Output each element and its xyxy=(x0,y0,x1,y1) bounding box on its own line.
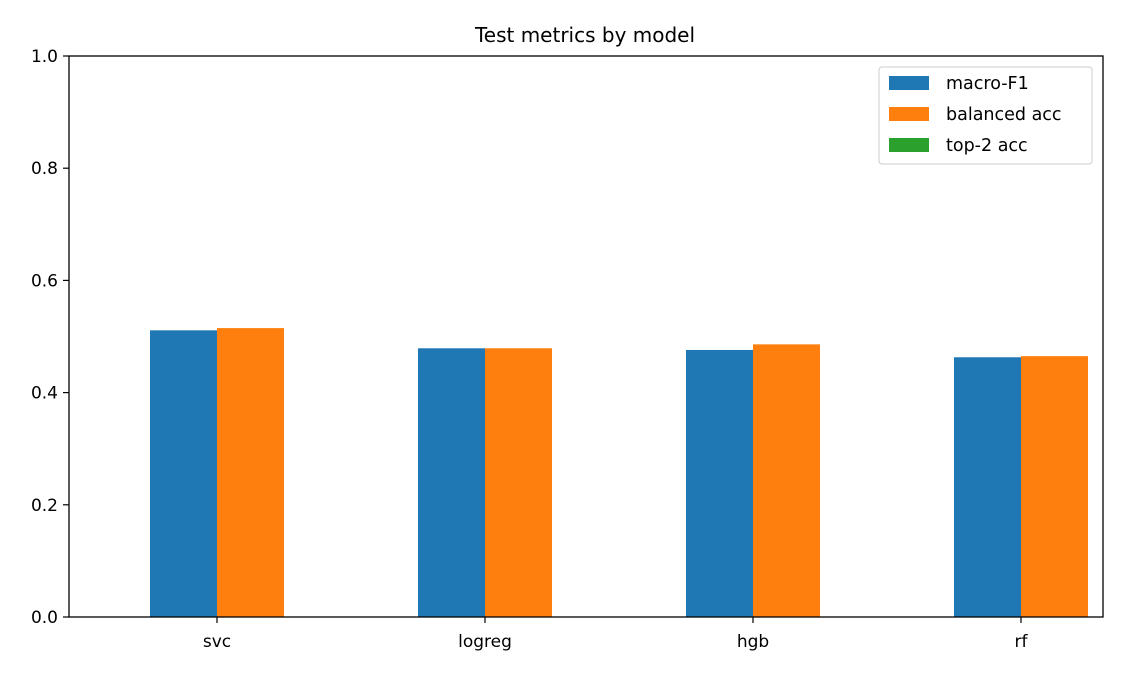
bar-macro-f1-rf xyxy=(954,357,1021,617)
legend-swatch xyxy=(889,76,929,90)
legend-box xyxy=(878,66,1093,165)
bar-balanced-acc-rf xyxy=(1021,356,1088,617)
y-tick-label: 0.6 xyxy=(31,271,58,291)
y-axis: 0.0 0.2 0.4 0.6 0.8 1.0 xyxy=(31,47,69,628)
x-axis: svc logreg hgb rf xyxy=(203,617,1029,652)
bar-macro-f1-logreg xyxy=(418,348,485,617)
bar-macro-f1-svc xyxy=(150,330,217,617)
legend: macro-F1 balanced acc top-2 acc xyxy=(878,66,1093,165)
x-tick-label: svc xyxy=(203,632,231,652)
x-tick-label: logreg xyxy=(458,632,512,652)
bar-balanced-acc-svc xyxy=(217,328,284,617)
bar-macro-f1-hgb xyxy=(686,349,753,617)
y-tick-label: 0.8 xyxy=(31,159,58,179)
bar-balanced-acc-logreg xyxy=(485,348,552,617)
legend-label: top-2 acc xyxy=(946,136,1028,156)
x-tick-label: rf xyxy=(1015,632,1029,652)
legend-swatch xyxy=(889,107,929,121)
chart-title: Test metrics by model xyxy=(474,23,695,47)
legend-label: macro-F1 xyxy=(946,74,1029,94)
bar-balanced-acc-hgb xyxy=(753,344,820,617)
y-tick-label: 1.0 xyxy=(31,47,58,67)
y-tick-label: 0.0 xyxy=(31,608,58,628)
plot-area-frame xyxy=(68,55,1104,618)
bars-layer xyxy=(150,328,1088,617)
y-tick-label: 0.2 xyxy=(31,496,58,516)
legend-swatch xyxy=(889,138,929,152)
legend-label: balanced acc xyxy=(946,105,1062,125)
x-tick-label: hgb xyxy=(737,632,769,652)
y-tick-label: 0.4 xyxy=(31,384,58,404)
